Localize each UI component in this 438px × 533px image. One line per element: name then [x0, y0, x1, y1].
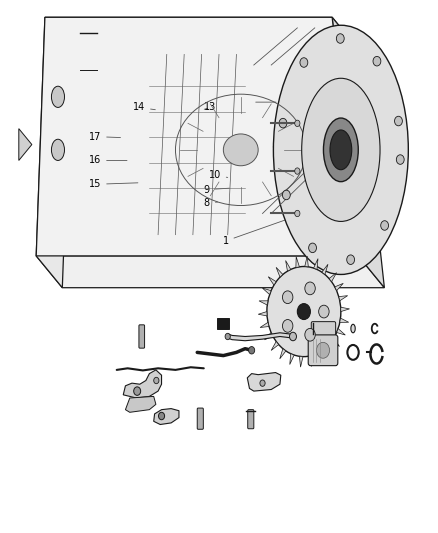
FancyBboxPatch shape	[311, 321, 336, 335]
Polygon shape	[337, 328, 345, 335]
Polygon shape	[286, 261, 291, 271]
Ellipse shape	[267, 266, 341, 357]
Ellipse shape	[373, 56, 381, 66]
Ellipse shape	[319, 305, 329, 318]
Ellipse shape	[249, 346, 254, 354]
Polygon shape	[259, 301, 268, 305]
Ellipse shape	[283, 320, 293, 332]
Polygon shape	[265, 333, 273, 340]
Ellipse shape	[317, 342, 329, 358]
Ellipse shape	[336, 34, 344, 43]
Polygon shape	[308, 356, 312, 367]
Text: 17: 17	[89, 132, 120, 142]
Ellipse shape	[297, 304, 311, 319]
Text: 6: 6	[356, 172, 366, 182]
Ellipse shape	[225, 333, 230, 340]
Ellipse shape	[134, 387, 141, 395]
Polygon shape	[300, 356, 303, 367]
Text: 2: 2	[327, 199, 339, 209]
Polygon shape	[228, 333, 293, 341]
Ellipse shape	[330, 130, 352, 169]
Ellipse shape	[305, 282, 315, 295]
FancyBboxPatch shape	[308, 335, 338, 366]
Polygon shape	[305, 256, 308, 267]
Polygon shape	[36, 17, 358, 256]
Text: 8: 8	[204, 198, 218, 208]
Text: 1: 1	[223, 220, 286, 246]
Polygon shape	[36, 256, 385, 288]
Polygon shape	[45, 17, 358, 49]
Text: 5: 5	[327, 172, 339, 182]
Text: 4: 4	[378, 199, 391, 209]
FancyBboxPatch shape	[197, 408, 203, 429]
Polygon shape	[335, 284, 343, 290]
Polygon shape	[247, 373, 281, 391]
Ellipse shape	[295, 168, 300, 174]
Ellipse shape	[283, 291, 293, 304]
Ellipse shape	[283, 190, 290, 200]
Polygon shape	[260, 322, 269, 327]
FancyBboxPatch shape	[139, 325, 145, 348]
Ellipse shape	[309, 243, 317, 253]
Ellipse shape	[273, 25, 408, 274]
FancyBboxPatch shape	[248, 410, 254, 429]
Polygon shape	[271, 342, 279, 351]
Polygon shape	[154, 409, 179, 424]
Polygon shape	[339, 296, 348, 301]
Polygon shape	[340, 318, 349, 322]
Ellipse shape	[347, 255, 355, 264]
Polygon shape	[322, 264, 328, 274]
Polygon shape	[332, 338, 339, 346]
Ellipse shape	[295, 120, 300, 126]
Ellipse shape	[223, 134, 258, 166]
Ellipse shape	[302, 78, 380, 221]
Ellipse shape	[323, 118, 358, 182]
Polygon shape	[268, 277, 276, 285]
Polygon shape	[341, 307, 350, 312]
Polygon shape	[276, 268, 283, 277]
Polygon shape	[280, 349, 286, 359]
Ellipse shape	[351, 324, 355, 333]
Bar	[217, 318, 229, 329]
Polygon shape	[325, 346, 332, 356]
Text: 14: 14	[133, 102, 155, 112]
Text: 12: 12	[256, 97, 294, 107]
Polygon shape	[314, 259, 318, 269]
Ellipse shape	[51, 139, 64, 160]
Text: 11: 11	[273, 141, 293, 151]
Text: 15: 15	[89, 179, 138, 189]
Ellipse shape	[395, 116, 403, 126]
Ellipse shape	[279, 118, 287, 128]
Polygon shape	[36, 17, 71, 288]
Ellipse shape	[300, 58, 308, 67]
Ellipse shape	[305, 328, 315, 341]
Text: 13: 13	[204, 102, 216, 112]
Polygon shape	[317, 352, 322, 362]
Polygon shape	[296, 257, 300, 268]
Ellipse shape	[260, 380, 265, 386]
Polygon shape	[329, 273, 336, 281]
Ellipse shape	[51, 86, 64, 108]
Text: 10: 10	[208, 171, 228, 180]
Text: 7: 7	[379, 172, 391, 182]
Polygon shape	[123, 370, 162, 398]
Text: 9: 9	[204, 184, 229, 195]
Ellipse shape	[154, 377, 159, 384]
Ellipse shape	[159, 413, 165, 419]
Ellipse shape	[381, 221, 389, 230]
Polygon shape	[125, 397, 156, 413]
Text: 3: 3	[356, 199, 366, 209]
Polygon shape	[290, 354, 294, 365]
Text: 16: 16	[89, 156, 127, 165]
Ellipse shape	[290, 332, 297, 341]
Polygon shape	[332, 17, 385, 288]
Polygon shape	[258, 312, 267, 316]
Polygon shape	[19, 128, 32, 160]
Ellipse shape	[295, 211, 300, 216]
Ellipse shape	[396, 155, 404, 164]
Polygon shape	[262, 288, 271, 295]
